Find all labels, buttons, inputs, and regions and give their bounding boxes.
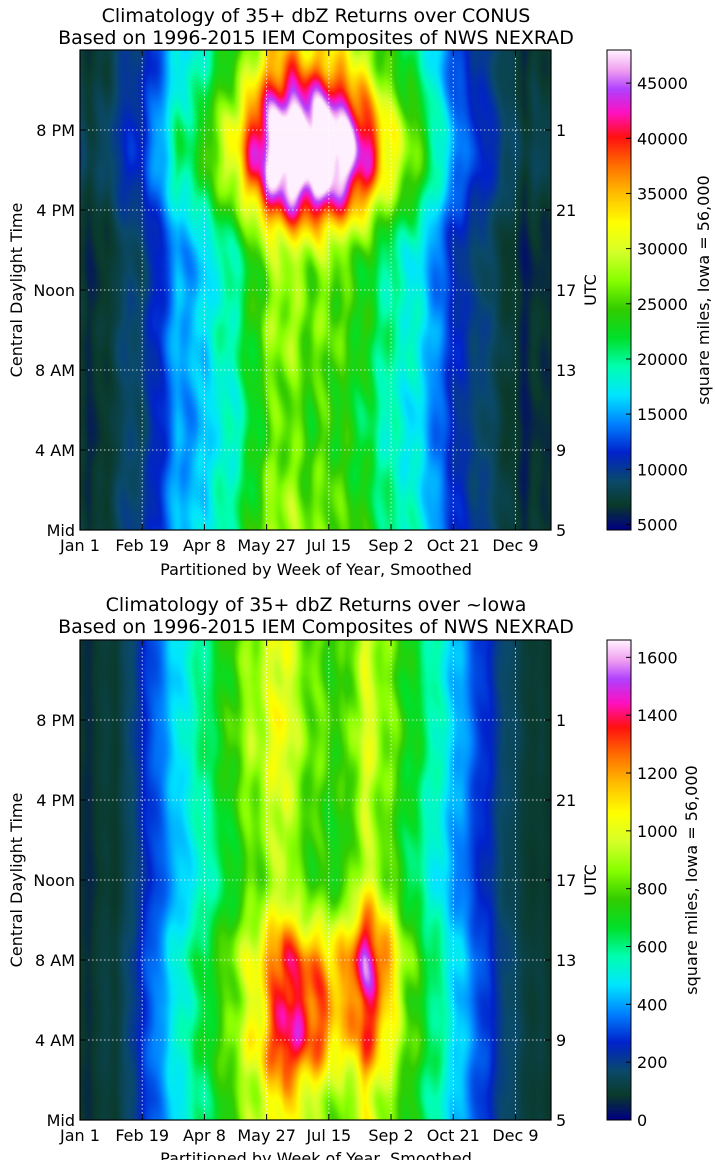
colorbar-frame xyxy=(606,49,632,531)
colorbar-label: square miles, Iowa = 56,000 xyxy=(682,765,701,994)
y-tick-label-right: 9 xyxy=(556,1031,566,1050)
y-tick-label: 8 AM xyxy=(35,951,75,970)
x-tick-label: May 27 xyxy=(237,536,296,555)
colorbar-tick-label: 5000 xyxy=(637,515,678,534)
colorbar-tick-label: 0 xyxy=(637,1111,647,1130)
y-tick-label-right: 17 xyxy=(556,281,576,300)
y-ticks-right: 5 9 13 17 21 1 xyxy=(545,121,576,540)
y-tick-label-right: 17 xyxy=(556,871,576,890)
x-axis-label: Partitioned by Week of Year, Smoothed xyxy=(160,1149,472,1160)
x-tick-label: Jul 15 xyxy=(305,1126,351,1145)
colorbar-tick-label: 1600 xyxy=(637,648,678,667)
colorbar-tick-label: 20000 xyxy=(637,350,688,369)
colorbar-ticks: 0 200 400 600 800 1000 1200 1400 1600 xyxy=(626,648,678,1130)
colorbar-image xyxy=(607,640,631,1120)
x-tick-label: Dec 9 xyxy=(492,1126,538,1145)
colorbar-image xyxy=(607,50,631,530)
y-tick-label: 8 PM xyxy=(36,121,75,140)
y-tick-label-right: 9 xyxy=(556,441,566,460)
y-tick-label: 4 PM xyxy=(36,201,75,220)
x-tick-label: Sep 2 xyxy=(368,1126,413,1145)
colorbar-tick-label: 45000 xyxy=(637,74,688,93)
x-tick-label: Apr 8 xyxy=(183,1126,226,1145)
y-tick-label: Mid xyxy=(47,1111,75,1130)
colorbar-tick-label: 1000 xyxy=(637,822,678,841)
chart-panel-iowa: Climatology of 35+ dbZ Returns over ~Iow… xyxy=(7,594,701,1160)
x-tick-label: Jul 15 xyxy=(305,536,351,555)
y-tick-label: 4 PM xyxy=(36,791,75,810)
y-tick-label-right: 21 xyxy=(556,201,576,220)
chart-title-line-1: Climatology of 35+ dbZ Returns over CONU… xyxy=(102,5,531,27)
y-ticks-left: Mid 4 AM 8 AM Noon 4 PM 8 PM xyxy=(33,121,86,540)
y-tick-label: 8 AM xyxy=(35,361,75,380)
x-tick-label: Feb 19 xyxy=(115,1126,169,1145)
colorbar-tick-label: 600 xyxy=(637,938,668,957)
y-tick-label: Mid xyxy=(47,521,75,540)
colorbar-tick-label: 40000 xyxy=(637,129,688,148)
x-ticks: Jan 1 Feb 19 Apr 8 May 27 Jul 15 Sep 2 Oct 21 D… xyxy=(59,640,539,1145)
y-ticks-left: Mid 4 AM 8 AM Noon 4 PM 8 PM xyxy=(33,711,86,1130)
y-tick-label-right: 1 xyxy=(556,711,566,730)
y-tick-label: Noon xyxy=(33,281,75,300)
chart-panel-conus: Climatology of 35+ dbZ Returns over CONU… xyxy=(7,5,713,579)
colorbar-tick-label: 1200 xyxy=(637,764,678,783)
x-tick-label: Dec 9 xyxy=(492,536,538,555)
colorbar-tick-label: 15000 xyxy=(637,405,688,424)
x-tick-label: Sep 2 xyxy=(368,536,413,555)
chart-title-line-2: Based on 1996-2015 IEM Composites of NWS… xyxy=(58,616,574,638)
y-tick-label-right: 5 xyxy=(556,521,566,540)
y-tick-label: Noon xyxy=(33,871,75,890)
colorbar-tick-label: 35000 xyxy=(637,184,688,203)
y-tick-label: 8 PM xyxy=(36,711,75,730)
x-tick-label: Oct 21 xyxy=(427,1126,480,1145)
y-ticks-right: 5 9 13 17 21 1 xyxy=(545,711,576,1130)
y-tick-label-right: 1 xyxy=(556,121,566,140)
y-tick-label-right: 5 xyxy=(556,1111,566,1130)
x-ticks: Jan 1 Feb 19 Apr 8 May 27 Jul 15 Sep 2 Oct 21 D… xyxy=(59,50,539,555)
y-axis-label: Central Daylight Time xyxy=(7,793,26,968)
x-tick-label: Apr 8 xyxy=(183,536,226,555)
colorbar-label: square miles, Iowa = 56,000 xyxy=(694,175,713,404)
chart-title-line-1: Climatology of 35+ dbZ Returns over ~Iow… xyxy=(106,594,527,616)
colorbar-frame xyxy=(606,639,632,1121)
y-tick-label: 4 AM xyxy=(35,441,75,460)
y-axis-label: Central Daylight Time xyxy=(7,203,26,378)
colorbar-tick-label: 30000 xyxy=(637,240,688,259)
y-axis-label-right: UTC xyxy=(581,274,600,306)
x-tick-label: May 27 xyxy=(237,1126,296,1145)
y-tick-label-right: 13 xyxy=(556,361,576,380)
colorbar-ticks: 5000 10000 15000 20000 25000 30000 35000 40000 4… xyxy=(626,74,688,534)
colorbar-tick-label: 1400 xyxy=(637,706,678,725)
y-tick-label-right: 13 xyxy=(556,951,576,970)
x-axis-label: Partitioned by Week of Year, Smoothed xyxy=(160,560,472,579)
colorbar-tick-label: 400 xyxy=(637,995,668,1014)
y-tick-label: 4 AM xyxy=(35,1031,75,1050)
colorbar-tick-label: 10000 xyxy=(637,460,688,479)
x-tick-label: Jan 1 xyxy=(59,1126,100,1145)
x-tick-label: Oct 21 xyxy=(427,536,480,555)
colorbar-tick-label: 200 xyxy=(637,1053,668,1072)
x-tick-label: Jan 1 xyxy=(59,536,100,555)
chart-title-line-2: Based on 1996-2015 IEM Composites of NWS… xyxy=(58,27,574,49)
y-axis-label-right: UTC xyxy=(581,864,600,896)
x-tick-label: Feb 19 xyxy=(115,536,169,555)
y-tick-label-right: 21 xyxy=(556,791,576,810)
colorbar-tick-label: 25000 xyxy=(637,295,688,314)
colorbar-tick-label: 800 xyxy=(637,880,668,899)
